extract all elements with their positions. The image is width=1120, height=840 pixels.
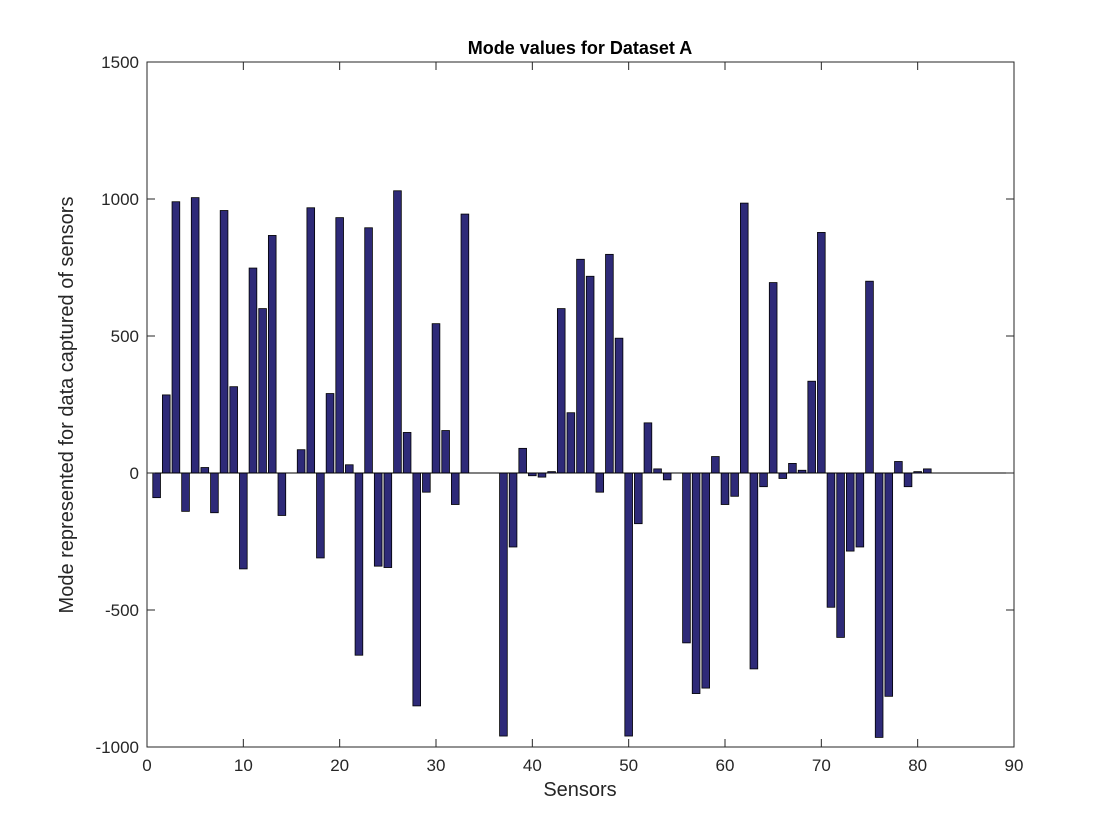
x-tick-label: 10 xyxy=(234,756,253,775)
bar-sensor-77 xyxy=(884,472,894,697)
y-tick-label: -500 xyxy=(105,601,139,620)
x-tick-label: 0 xyxy=(142,756,151,775)
bar-sensor-24 xyxy=(373,472,383,567)
bar-sensor-3 xyxy=(171,201,181,474)
x-tick-label: 80 xyxy=(908,756,927,775)
bar-sensor-65 xyxy=(768,282,778,474)
bar-sensor-79 xyxy=(903,472,913,488)
bar-sensor-37 xyxy=(499,472,508,737)
bar-sensor-53 xyxy=(653,468,662,474)
bar-sensor-44 xyxy=(566,412,576,474)
bar-sensor-76 xyxy=(874,472,884,738)
bar-sensor-59 xyxy=(711,456,720,474)
bar-sensor-48 xyxy=(605,253,614,474)
x-tick-label: 20 xyxy=(330,756,349,775)
bar-sensor-39 xyxy=(518,447,527,474)
plot-frame xyxy=(146,61,1015,748)
bar-sensor-12 xyxy=(258,308,267,474)
bar-sensor-19 xyxy=(325,393,335,474)
bar-sensor-56 xyxy=(682,472,691,644)
bar-sensor-70 xyxy=(817,232,826,474)
bar-sensor-33 xyxy=(460,213,470,474)
bar-sensor-81 xyxy=(923,468,932,474)
bar-sensor-73 xyxy=(845,472,855,552)
bar-sensor-74 xyxy=(855,472,865,548)
bar-sensor-4 xyxy=(181,472,190,512)
bar-sensor-9 xyxy=(229,386,238,474)
bar-sensor-66 xyxy=(778,472,788,479)
bar-sensor-10 xyxy=(239,472,248,570)
bar-sensor-27 xyxy=(402,432,412,474)
bar-sensor-75 xyxy=(865,280,874,474)
bar-sensor-38 xyxy=(508,472,518,548)
bar-sensor-54 xyxy=(662,472,672,481)
bar-sensor-11 xyxy=(248,267,258,474)
bar-sensor-22 xyxy=(354,472,364,656)
bar-sensor-28 xyxy=(412,472,421,707)
bar-sensor-13 xyxy=(267,235,277,474)
bar-sensor-58 xyxy=(701,472,710,689)
bar-sensor-63 xyxy=(749,472,759,670)
bar-sensor-67 xyxy=(788,463,797,474)
bar-sensor-6 xyxy=(200,467,210,474)
y-tick-label: 1000 xyxy=(101,190,139,209)
bar-sensor-18 xyxy=(316,472,325,559)
bar-sensor-31 xyxy=(441,430,450,474)
bar-sensor-41 xyxy=(537,472,547,478)
bar-sensor-52 xyxy=(643,422,653,474)
y-tick-label: -1000 xyxy=(96,738,139,757)
bar-sensor-25 xyxy=(383,472,393,568)
bar-sensor-26 xyxy=(393,190,402,474)
x-tick-label: 90 xyxy=(1005,756,1024,775)
bar-sensor-5 xyxy=(190,197,200,474)
chart-title: Mode values for Dataset A xyxy=(468,38,692,58)
bar-sensor-71 xyxy=(826,472,836,608)
bar-sensor-46 xyxy=(585,275,595,474)
bar-sensor-2 xyxy=(162,394,171,474)
bar-sensor-64 xyxy=(759,472,768,488)
bar-sensor-17 xyxy=(306,207,316,474)
bar-sensor-20 xyxy=(335,217,344,474)
bar-sensor-49 xyxy=(614,337,624,474)
bar-sensor-72 xyxy=(836,472,845,638)
bar-sensor-14 xyxy=(277,472,287,516)
bar-sensor-45 xyxy=(576,258,585,474)
bar-sensor-16 xyxy=(296,449,306,474)
x-tick-label: 70 xyxy=(812,756,831,775)
bar-sensor-78 xyxy=(894,461,903,474)
bar-sensor-51 xyxy=(634,472,643,525)
bar-sensor-57 xyxy=(691,472,701,694)
bar-sensor-21 xyxy=(345,464,354,474)
bar-sensor-50 xyxy=(624,472,633,737)
x-axis-ticks: 0 10 20 30 40 50 60 70 80 90 xyxy=(142,62,1023,775)
x-axis-label: Sensors xyxy=(543,779,616,801)
y-axis-label: Mode represented for data captured of se… xyxy=(56,197,78,614)
bar-sensor-61 xyxy=(730,472,739,497)
bar-sensor-29 xyxy=(422,472,431,493)
y-tick-label: 500 xyxy=(111,327,139,346)
y-tick-label: 1500 xyxy=(101,53,139,72)
x-tick-label: 30 xyxy=(427,756,446,775)
bar-sensor-8 xyxy=(219,210,229,474)
bar-sensor-69 xyxy=(807,380,816,474)
bar-sensor-60 xyxy=(720,472,730,505)
x-tick-label: 40 xyxy=(523,756,542,775)
bar-sensor-7 xyxy=(210,472,219,514)
y-axis-ticks: -1000 -500 0 500 1000 1500 xyxy=(96,53,1014,757)
bar-sensor-30 xyxy=(431,323,441,474)
y-tick-label: 0 xyxy=(130,464,139,483)
x-tick-label: 60 xyxy=(716,756,735,775)
bar-sensor-23 xyxy=(364,227,373,474)
bar-sensor-1 xyxy=(152,472,161,499)
bar-sensor-62 xyxy=(740,202,749,474)
x-tick-label: 50 xyxy=(619,756,638,775)
bar-sensor-32 xyxy=(451,472,460,505)
bar-sensor-47 xyxy=(595,472,605,493)
bar-sensor-43 xyxy=(556,308,566,474)
